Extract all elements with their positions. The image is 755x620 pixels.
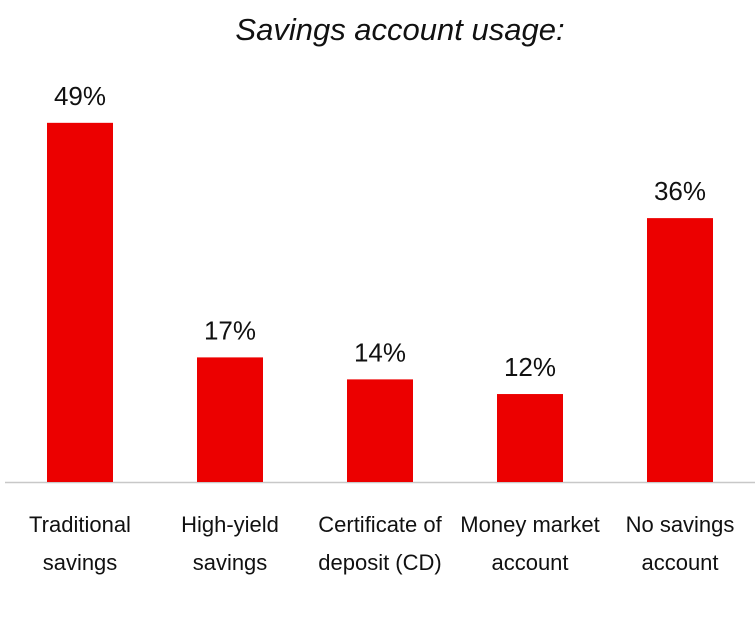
value-label: 49% xyxy=(54,81,106,111)
x-tick-label: Traditional savings xyxy=(29,512,131,575)
value-label: 12% xyxy=(504,352,556,382)
value-label: 36% xyxy=(654,176,706,206)
x-tick-label: Money market account xyxy=(460,512,600,575)
value-label: 14% xyxy=(354,337,406,367)
bar xyxy=(47,122,113,482)
bar xyxy=(497,394,563,482)
x-tick-label: Certificate of deposit (CD) xyxy=(318,512,442,575)
value-label: 17% xyxy=(204,315,256,345)
chart-title: Savings account usage: xyxy=(235,12,564,47)
x-tick-label: High-yield savings xyxy=(181,512,279,575)
bar xyxy=(647,218,713,482)
bar xyxy=(347,379,413,482)
x-tick-label: No savings account xyxy=(625,512,735,575)
bar xyxy=(197,357,263,482)
